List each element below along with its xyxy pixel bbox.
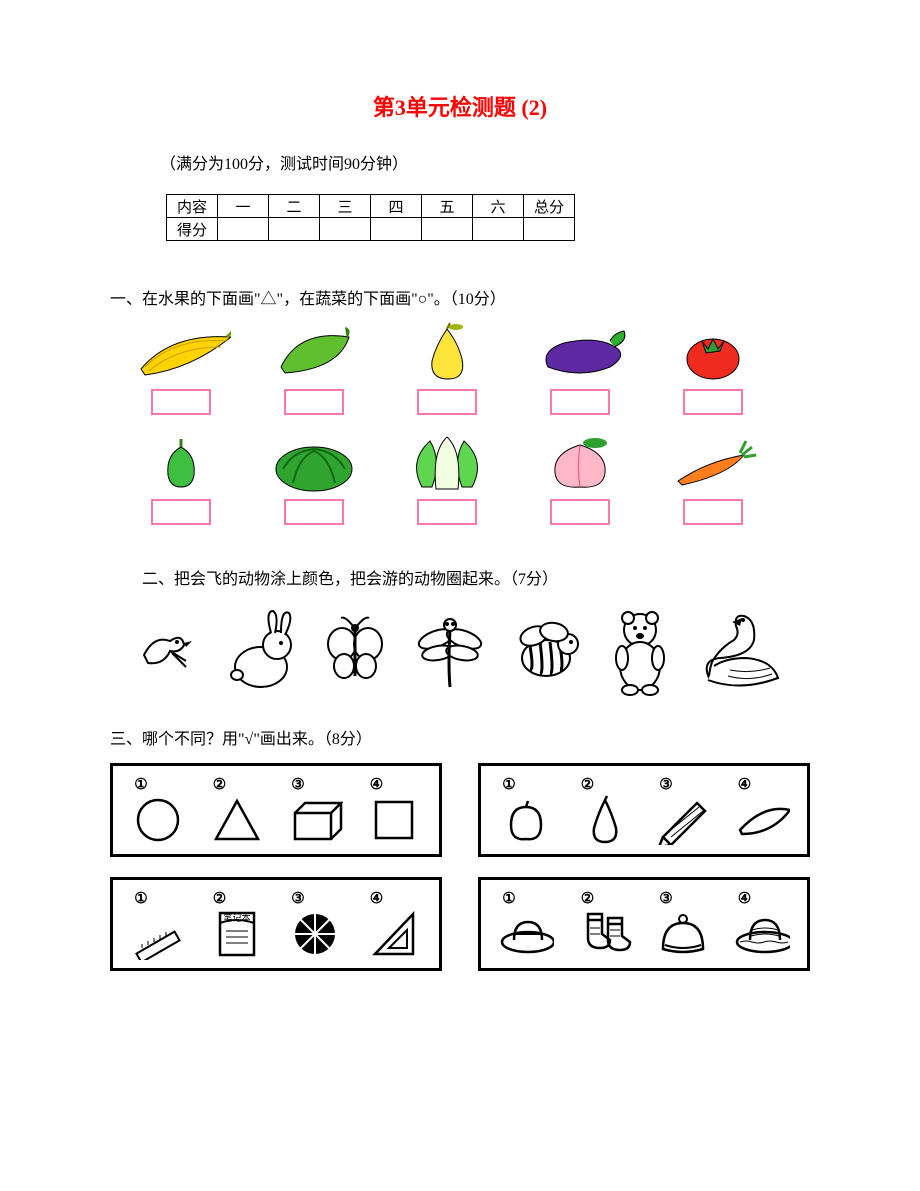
strawhat-icon xyxy=(734,908,790,960)
cell: 四 xyxy=(371,195,422,218)
pear-outline-icon xyxy=(577,794,633,846)
bee-icon xyxy=(500,605,590,695)
num-label: ④ xyxy=(738,775,751,794)
table-row: 内容 一 二 三 四 五 六 总分 xyxy=(167,195,575,218)
pepper-icon xyxy=(131,433,231,493)
q1-text: 一、在水果的下面画"△"，在蔬菜的下面画"○"。（10分） xyxy=(110,285,810,309)
square-icon xyxy=(366,794,422,846)
svg-text:笔记本: 笔记本 xyxy=(223,912,250,923)
peach-icon xyxy=(530,433,630,493)
num-label: ① xyxy=(134,889,147,908)
num-label: ① xyxy=(134,775,147,794)
answer-box[interactable] xyxy=(284,389,344,415)
num-label: ④ xyxy=(738,889,751,908)
cucumber-icon xyxy=(264,323,364,383)
set-square-icon xyxy=(366,908,422,960)
tomato-icon xyxy=(663,323,763,383)
basketball-icon xyxy=(287,908,343,960)
answer-box[interactable] xyxy=(417,499,477,525)
cell: 五 xyxy=(422,195,473,218)
table-row: 得分 xyxy=(167,218,575,241)
q1-row1 xyxy=(110,323,810,415)
num-label: ② xyxy=(213,889,226,908)
num-label: ③ xyxy=(291,775,304,794)
rabbit-icon xyxy=(215,605,305,695)
eggplant-icon xyxy=(530,323,630,383)
banana-outline-icon xyxy=(734,794,790,846)
num-label: ③ xyxy=(659,775,672,794)
score-table: 内容 一 二 三 四 五 六 总分 得分 xyxy=(166,194,575,241)
answer-box[interactable] xyxy=(284,499,344,525)
circle-icon xyxy=(130,794,186,846)
num-label: ① xyxy=(502,775,515,794)
triangle-icon xyxy=(209,794,265,846)
q3-text: 三、哪个不同？用"√"画出来。（8分） xyxy=(110,725,810,749)
answer-box[interactable] xyxy=(151,499,211,525)
answer-box[interactable] xyxy=(550,389,610,415)
answer-box[interactable] xyxy=(151,389,211,415)
q3-panel-4: ① ② ③ ④ xyxy=(478,877,810,971)
q3-panel-1: ① ② ③ ④ xyxy=(110,763,442,857)
cell: 内容 xyxy=(167,195,218,218)
q1-row2 xyxy=(110,433,810,525)
num-label: ② xyxy=(581,889,594,908)
dragonfly-icon xyxy=(405,605,495,695)
butterfly-icon xyxy=(310,605,400,695)
num-label: ① xyxy=(502,889,515,908)
bear-icon xyxy=(595,605,685,695)
num-label: ③ xyxy=(291,889,304,908)
num-label: ③ xyxy=(659,889,672,908)
num-label: ② xyxy=(581,775,594,794)
sunhat-icon xyxy=(498,908,554,960)
q3-grid: ① ② ③ ④ ① ② ③ ④ ① ② 笔记本 ③ ④ ① ② ③ ④ xyxy=(110,763,810,971)
pencil-icon xyxy=(655,794,711,846)
cell: 一 xyxy=(218,195,269,218)
num-label: ④ xyxy=(370,775,383,794)
answer-box[interactable] xyxy=(417,389,477,415)
bird-icon xyxy=(120,605,210,695)
beanie-icon xyxy=(655,908,711,960)
apple-outline-icon xyxy=(498,794,554,846)
num-label: ④ xyxy=(370,889,383,908)
swan-icon xyxy=(690,605,780,695)
socks-icon xyxy=(577,908,633,960)
q2-text: 二、把会飞的动物涂上颜色，把会游的动物圈起来。（7分） xyxy=(142,565,810,589)
q2-row xyxy=(110,605,810,695)
q3-panel-2: ① ② ③ ④ xyxy=(478,763,810,857)
banana-icon xyxy=(131,323,231,383)
cell: 总分 xyxy=(524,195,575,218)
notebook-icon: 笔记本 xyxy=(209,908,265,960)
pear-icon xyxy=(397,323,497,383)
answer-box[interactable] xyxy=(550,499,610,525)
subtitle: （满分为100分，测试时间90分钟） xyxy=(160,150,810,174)
ruler-icon xyxy=(130,908,186,960)
cell: 得分 xyxy=(167,218,218,241)
q3-panel-3: ① ② 笔记本 ③ ④ xyxy=(110,877,442,971)
cell: 三 xyxy=(320,195,371,218)
answer-box[interactable] xyxy=(683,389,743,415)
num-label: ② xyxy=(213,775,226,794)
carrot-icon xyxy=(663,433,763,493)
page-title: 第3单元检测题 (2) xyxy=(110,90,810,122)
cell: 二 xyxy=(269,195,320,218)
cabbage-icon xyxy=(397,433,497,493)
answer-box[interactable] xyxy=(683,499,743,525)
cuboid-icon xyxy=(287,794,343,846)
watermelon-icon xyxy=(264,433,364,493)
cell: 六 xyxy=(473,195,524,218)
